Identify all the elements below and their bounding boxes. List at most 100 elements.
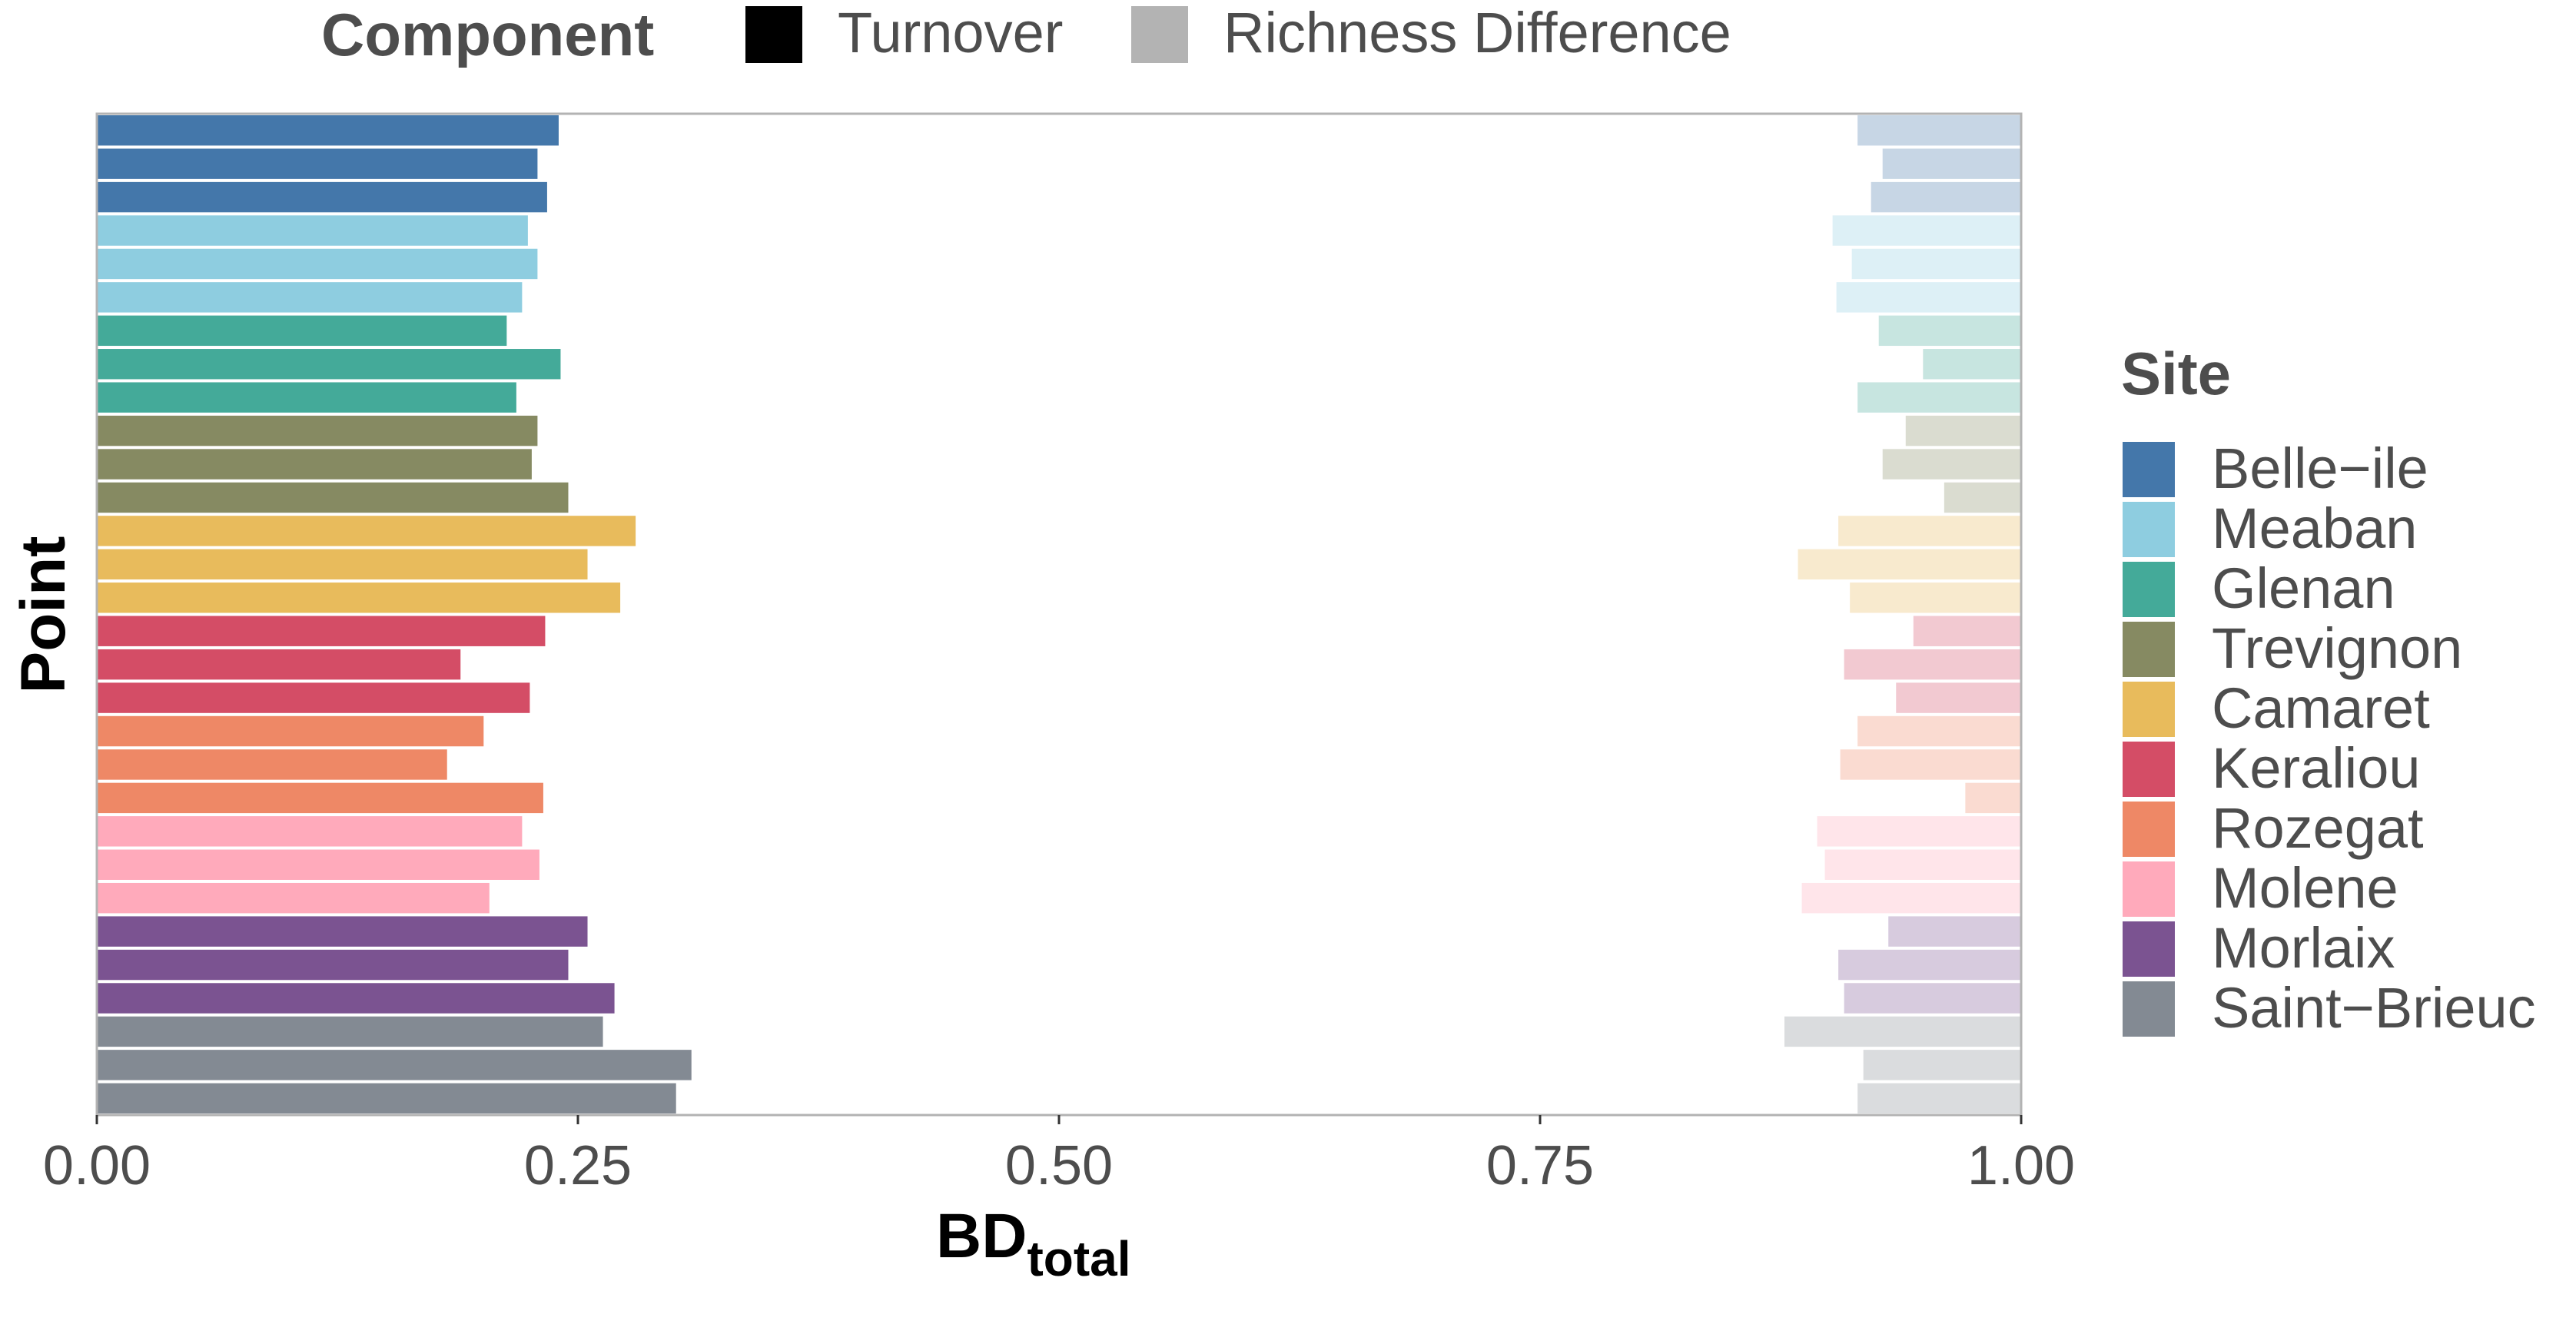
x-axis-title-main: BD (936, 1201, 1027, 1271)
richness-difference-bar-1 (1857, 115, 2021, 146)
turnover-bar-7 (97, 315, 507, 347)
richness-difference-bar-20 (1840, 749, 2021, 780)
richness-difference-bar-15 (1850, 583, 2021, 613)
turnover-bar-2 (97, 148, 538, 179)
turnover-bar-16 (97, 616, 546, 646)
site-legend-label-trevignon: Trevignon (2212, 616, 2462, 680)
turnover-bar-23 (97, 849, 539, 880)
turnover-bar-11 (97, 449, 532, 480)
richness-difference-bar-23 (1824, 849, 2021, 880)
turnover-bar-9 (97, 382, 516, 413)
turnover-bar-25 (97, 916, 588, 947)
turnover-bar-3 (97, 181, 547, 213)
turnover-bar-8 (97, 349, 561, 380)
turnover-bar-21 (97, 782, 543, 814)
legend-label-richness-difference: Richness Difference (1223, 1, 1731, 65)
turnover-bar-14 (97, 549, 588, 580)
legend-label-turnover: Turnover (838, 1, 1063, 65)
turnover-bar-30 (97, 1083, 676, 1114)
richness-difference-bar-22 (1817, 816, 2021, 847)
site-legend-key-trevignon (2123, 622, 2175, 677)
site-legend-label-rozegat: Rozegat (2212, 796, 2424, 860)
richness-difference-bar-9 (1857, 382, 2021, 413)
turnover-bar-20 (97, 749, 447, 780)
x-axis-title: BDtotal (936, 1201, 1131, 1286)
richness-difference-bar-12 (1944, 482, 2021, 513)
richness-difference-bar-24 (1801, 882, 2021, 914)
richness-difference-bar-14 (1798, 549, 2021, 580)
turnover-bar-6 (97, 282, 523, 313)
richness-difference-bar-5 (1851, 248, 2021, 280)
richness-difference-bar-8 (1923, 349, 2021, 380)
turnover-bar-15 (97, 583, 621, 613)
component-legend: Component Turnover Richness Difference (321, 1, 1731, 68)
richness-difference-bar-25 (1888, 916, 2021, 947)
y-axis-title: Point (8, 536, 78, 694)
legend-key-turnover (745, 6, 802, 63)
richness-difference-bar-2 (1882, 148, 2021, 179)
turnover-bar-18 (97, 682, 530, 713)
site-legend-label-camaret: Camaret (2212, 676, 2430, 740)
turnover-bar-5 (97, 248, 538, 280)
richness-difference-bar-21 (1965, 782, 2021, 814)
richness-difference-bar-19 (1857, 715, 2021, 747)
richness-difference-bar-17 (1844, 649, 2021, 680)
richness-difference-bar-27 (1844, 983, 2021, 1014)
turnover-bar-12 (97, 482, 569, 513)
site-legend-label-glenan: Glenan (2212, 556, 2395, 620)
x-tick-label-4: 0.75 (1486, 1135, 1594, 1197)
richness-difference-bar-16 (1913, 616, 2021, 646)
richness-difference-bar-4 (1832, 215, 2021, 246)
x-tick-label-1: 0.00 (43, 1135, 151, 1197)
site-legend-label-meaban: Meaban (2212, 496, 2417, 560)
turnover-bar-4 (97, 215, 528, 246)
richness-difference-bar-7 (1878, 315, 2021, 347)
turnover-bar-22 (97, 816, 523, 847)
site-legend-label-saint-brieuc: Saint−Brieuc (2212, 976, 2536, 1040)
richness-difference-bar-6 (1836, 282, 2021, 313)
turnover-bar-26 (97, 949, 569, 981)
x-tick-label-2: 0.25 (524, 1135, 632, 1197)
richness-difference-bar-30 (1857, 1083, 2021, 1114)
site-legend-title: Site (2121, 340, 2231, 407)
site-legend-label-molene: Molene (2212, 856, 2398, 920)
turnover-bar-29 (97, 1050, 692, 1080)
site-legend-label-belle-ile: Belle−ile (2212, 436, 2428, 500)
site-legend-key-rozegat (2123, 802, 2175, 857)
richness-difference-bar-13 (1838, 516, 2021, 546)
component-legend-title: Component (321, 1, 654, 68)
site-legend-key-camaret (2123, 682, 2175, 737)
site-legend-key-glenan (2123, 562, 2175, 617)
richness-difference-bar-29 (1863, 1050, 2021, 1080)
site-legend-key-keraliou (2123, 742, 2175, 797)
turnover-bar-24 (97, 882, 490, 914)
site-legend-label-morlaix: Morlaix (2212, 916, 2395, 980)
site-legend-label-keraliou: Keraliou (2212, 736, 2421, 800)
x-axis: 0.00 0.25 0.50 0.75 1.00 (43, 1115, 2075, 1197)
site-legend-key-molene (2123, 861, 2175, 917)
turnover-bar-17 (97, 649, 461, 680)
site-legend-key-belle-ile (2123, 442, 2175, 497)
turnover-bar-19 (97, 715, 484, 747)
richness-difference-bar-10 (1905, 415, 2021, 446)
turnover-bar-27 (97, 983, 615, 1014)
x-tick-label-5: 1.00 (1967, 1135, 2075, 1197)
site-legend: Site Belle−ileMeabanGlenanTrevignonCamar… (2121, 340, 2536, 1040)
x-tick-label-3: 0.50 (1005, 1135, 1113, 1197)
turnover-bar-10 (97, 415, 538, 446)
richness-difference-bar-26 (1838, 949, 2021, 981)
richness-difference-bar-18 (1896, 682, 2021, 713)
site-legend-key-meaban (2123, 502, 2175, 557)
bars-layer (97, 115, 2021, 1114)
richness-difference-bar-11 (1882, 449, 2021, 480)
x-axis-title-subscript: total (1027, 1231, 1130, 1286)
site-legend-key-saint-brieuc (2123, 981, 2175, 1037)
site-legend-key-morlaix (2123, 921, 2175, 977)
turnover-bar-13 (97, 516, 636, 546)
turnover-bar-1 (97, 115, 559, 146)
turnover-bar-28 (97, 1016, 603, 1047)
legend-key-richness-difference (1131, 6, 1188, 63)
richness-difference-bar-3 (1871, 181, 2021, 213)
richness-difference-bar-28 (1784, 1016, 2021, 1047)
